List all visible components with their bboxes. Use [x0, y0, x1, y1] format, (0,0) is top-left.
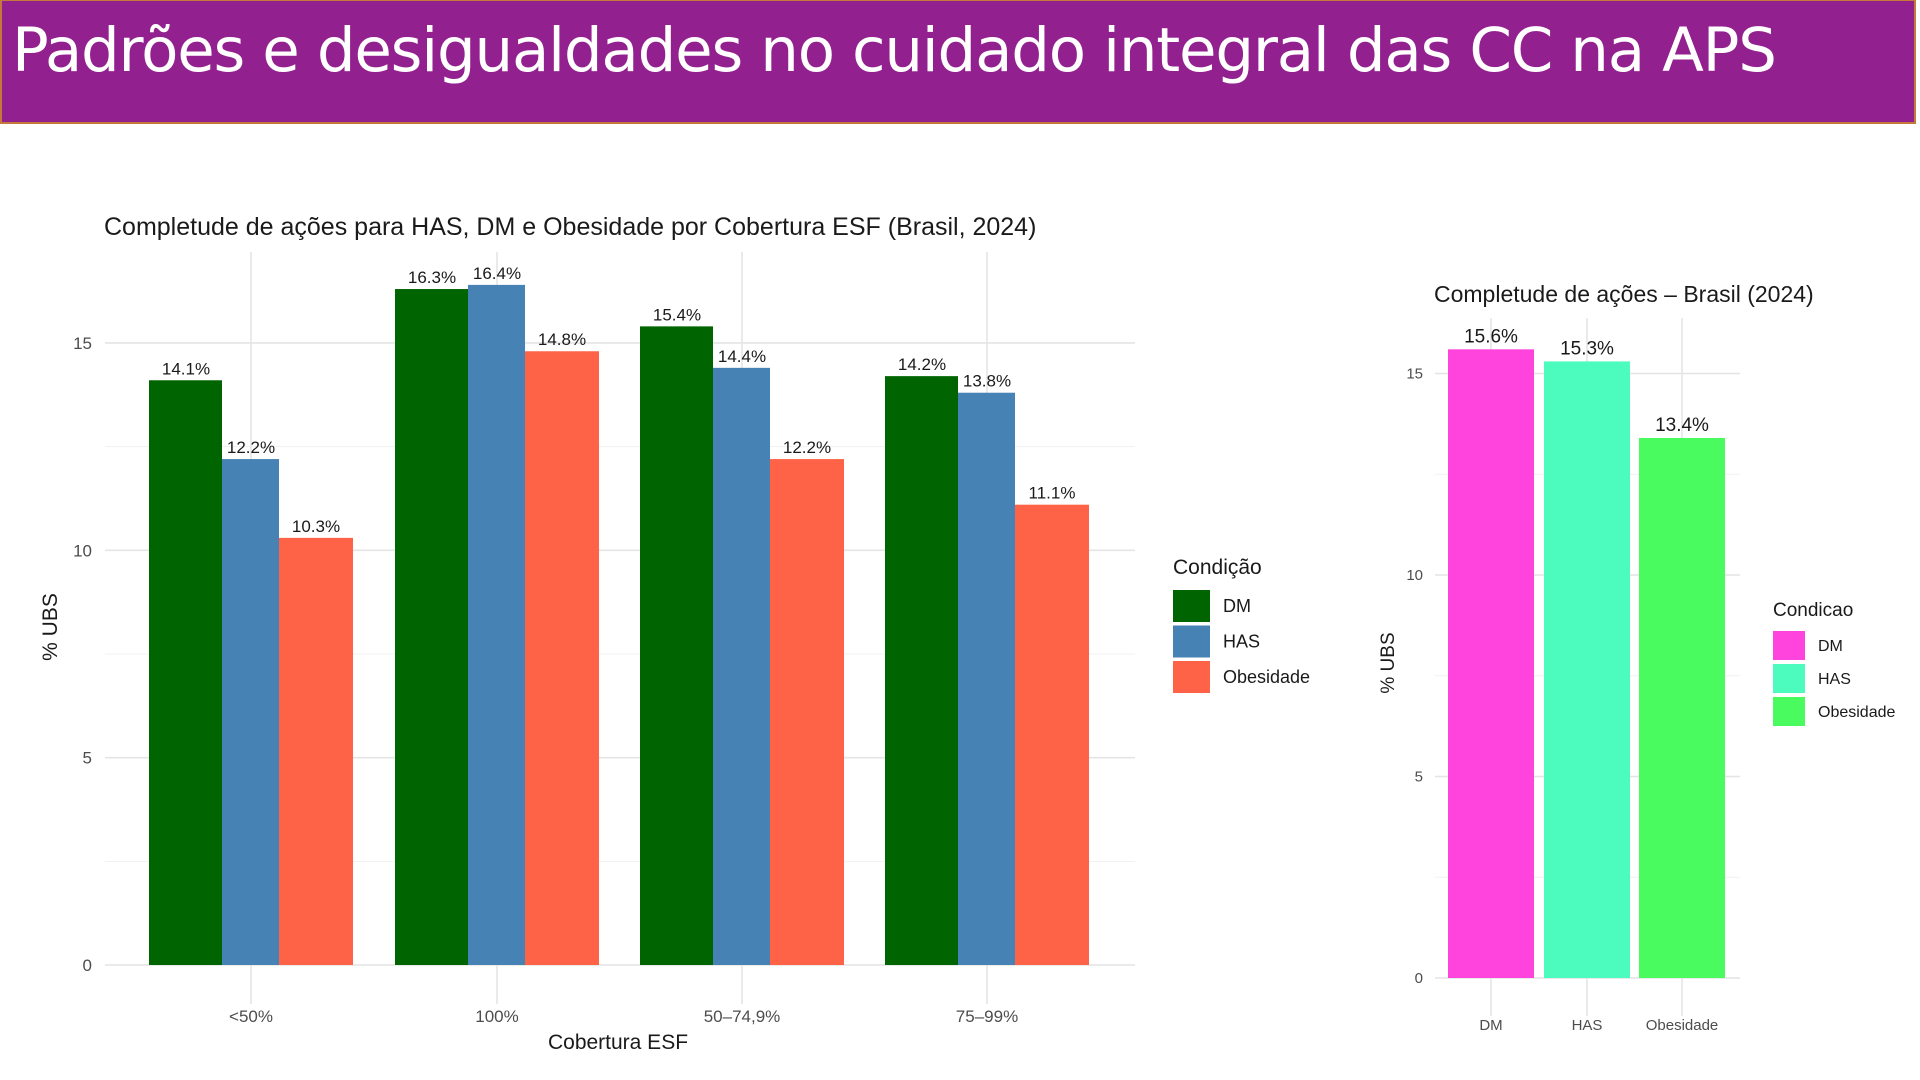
- chart1-x-tick-label: 50–74,9%: [704, 1007, 781, 1026]
- chart1-bar-obesidade-0: [279, 537, 353, 965]
- chart2-bar-dm: [1448, 349, 1534, 978]
- chart1-data-label: 14.2%: [898, 355, 946, 374]
- chart1-bars: [149, 284, 1089, 966]
- chart1-bar-has-1: [468, 284, 525, 966]
- chart1-title: Completude de ações para HAS, DM e Obesi…: [104, 213, 1036, 241]
- chart1-data-label: 16.3%: [408, 268, 456, 287]
- chart2-data-label: 13.4%: [1655, 415, 1709, 436]
- chart1-y-tick-label: 0: [83, 956, 92, 975]
- chart1-bar-has-0: [222, 459, 279, 965]
- chart1-data-label: 16.4%: [473, 264, 521, 283]
- chart1-legend-title: Condição: [1173, 556, 1262, 579]
- chart2-legend-swatch-has: [1773, 664, 1805, 693]
- chart1-bar-dm-3: [885, 376, 958, 966]
- chart1-data-label: 14.1%: [162, 359, 210, 378]
- chart2-x-tick-label: Obesidade: [1646, 1017, 1719, 1034]
- chart1-y-tick-label: 15: [73, 334, 92, 353]
- chart2-y-ticks: 0 5 10 15: [1406, 366, 1423, 988]
- chart1-legend: Condição DM HAS Obesidade: [1173, 556, 1310, 693]
- chart1-data-label: 15.4%: [653, 305, 701, 324]
- chart2-y-tick-label: 0: [1415, 970, 1423, 987]
- chart2-legend-label: DM: [1818, 638, 1843, 655]
- chart1-y-axis-title: % UBS: [39, 593, 62, 661]
- chart1-x-tick-label: <50%: [229, 1007, 273, 1026]
- chart2-bar-has: [1544, 361, 1630, 978]
- chart1-x-axis-title: Cobertura ESF: [548, 1031, 688, 1054]
- chart1-legend-label: DM: [1223, 596, 1251, 616]
- chart1-x-tick-label: 100%: [475, 1007, 518, 1026]
- chart1-data-label: 11.1%: [1029, 484, 1076, 503]
- chart2-y-axis-title: % UBS: [1378, 632, 1399, 693]
- chart1-y-ticks: 0 5 10 15: [73, 334, 92, 975]
- chart1-legend-label: Obesidade: [1223, 667, 1310, 687]
- chart2-legend-title: Condicao: [1773, 600, 1853, 621]
- chart1-y-tick-label: 5: [83, 749, 92, 768]
- chart2-x-tick-label: DM: [1479, 1017, 1502, 1034]
- chart2-legend-label: HAS: [1818, 671, 1851, 688]
- chart1-bar-dm-0: [149, 380, 222, 965]
- chart1-bar-obesidade-2: [770, 459, 844, 965]
- chart1-x-ticks: <50% 100% 50–74,9% 75–99%: [229, 1007, 1018, 1026]
- chart1-data-label: 10.3%: [292, 517, 340, 536]
- chart2-bar-obesidade: [1639, 437, 1725, 979]
- chart1-data-label: 14.8%: [538, 330, 586, 349]
- chart2-legend-swatch-obesidade: [1773, 697, 1805, 726]
- chart1-legend-label: HAS: [1223, 632, 1260, 652]
- chart1-bar-dm-1: [395, 289, 468, 965]
- slide-title: Padrões e desigualdades no cuidado integ…: [12, 15, 1777, 86]
- chart1-x-tick-label: 75–99%: [956, 1007, 1018, 1026]
- chart1-bar-obesidade-1: [525, 351, 599, 965]
- chart2-bars: [1448, 349, 1725, 979]
- chart2-legend-swatch-dm: [1773, 631, 1805, 660]
- chart1-bar-obesidade-3: [1015, 504, 1089, 965]
- chart1-bar-has-3: [958, 392, 1015, 965]
- chart1-data-label: 14.4%: [718, 347, 766, 366]
- chart2-x-tick-label: HAS: [1572, 1017, 1603, 1034]
- chart2-y-tick-label: 10: [1406, 567, 1423, 584]
- chart2-y-tick-label: 15: [1406, 366, 1423, 383]
- chart1-y-tick-label: 10: [73, 541, 92, 560]
- chart2-y-tick-label: 5: [1415, 769, 1423, 786]
- chart2-data-label: 15.3%: [1560, 338, 1614, 359]
- chart1-legend-swatch-has: [1173, 625, 1210, 658]
- chart1-data-label: 13.8%: [963, 372, 1011, 391]
- chart1-bar-dm-2: [640, 326, 713, 965]
- chart1-data-labels: 14.1% 16.3% 15.4% 14.2% 12.2% 16.4% 14.4% 13.8%…: [162, 264, 1076, 536]
- chart2-data-label: 15.6%: [1464, 326, 1518, 347]
- chart2-x-ticks: DM HAS Obesidade: [1479, 1017, 1718, 1034]
- chart2-title: Completude de ações – Brasil (2024): [1434, 281, 1814, 307]
- chart1-data-label: 12.2%: [783, 438, 831, 457]
- chart1-bar-has-2: [713, 367, 770, 965]
- chart1-legend-swatch-dm: [1173, 590, 1210, 622]
- chart2-data-labels: 15.6% 15.3% 13.4%: [1464, 326, 1709, 436]
- title-banner: Padrões e desigualdades no cuidado integ…: [0, 0, 1916, 124]
- chart1-legend-swatch-obesidade: [1173, 661, 1210, 693]
- chart1-data-label: 12.2%: [227, 438, 275, 457]
- chart2-legend-label: Obesidade: [1818, 704, 1895, 721]
- chart2-legend: Condicao DM HAS Obesidade: [1773, 600, 1895, 726]
